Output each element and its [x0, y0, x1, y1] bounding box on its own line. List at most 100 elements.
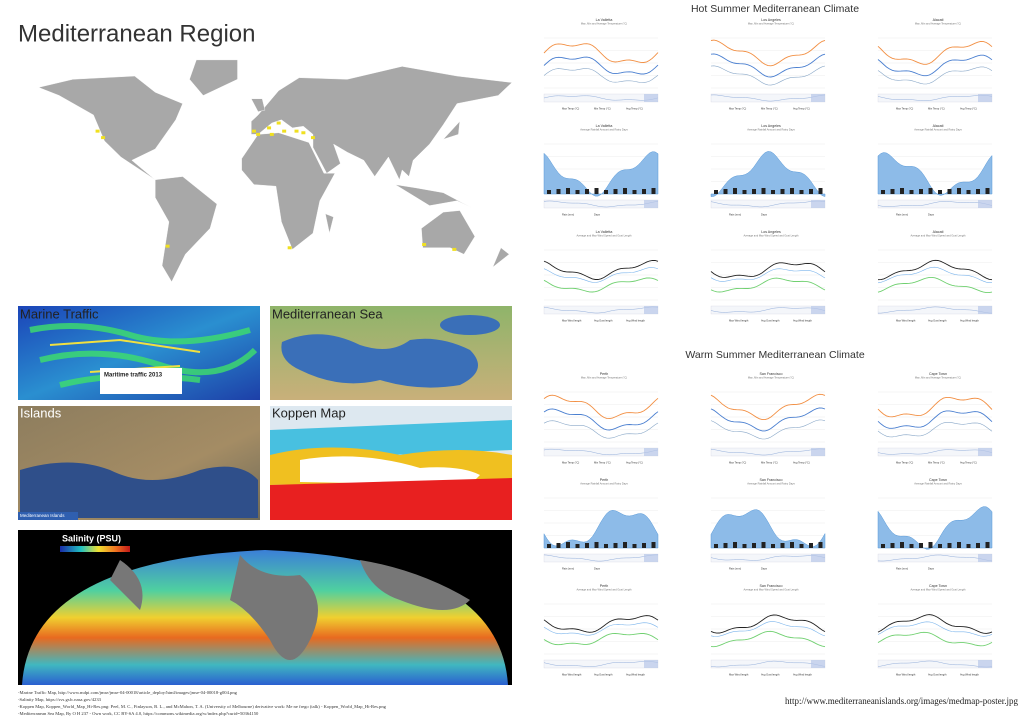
bar — [900, 542, 904, 548]
chart-title: Alacati — [933, 124, 944, 128]
chart-subtitle: Max, Min and Average Temperature (°C) — [748, 22, 794, 26]
legend-item: Max Temp (°C) — [562, 461, 579, 465]
bar — [547, 190, 551, 194]
navigator-line — [710, 200, 826, 208]
bar — [566, 542, 570, 548]
navigator-line — [710, 448, 826, 456]
bar — [604, 544, 608, 548]
line — [877, 396, 993, 418]
bar — [890, 543, 895, 548]
navigator — [877, 305, 993, 315]
climate-spot — [269, 132, 274, 136]
bar — [714, 544, 718, 548]
legend-item: Max Wind length — [562, 319, 582, 323]
land — [442, 120, 461, 140]
navigator-line — [877, 660, 993, 668]
legend-item: Max Wind length — [729, 319, 749, 323]
bar — [976, 189, 980, 194]
legend-item: Days — [761, 567, 768, 571]
legend-item: Avg Gust length — [928, 319, 947, 323]
navigator-handle — [978, 94, 992, 102]
line — [710, 268, 826, 282]
bar — [947, 189, 952, 194]
navigator-line — [877, 449, 993, 455]
navigator-handle — [811, 94, 825, 102]
bar — [761, 542, 766, 548]
bar — [966, 544, 971, 548]
climate-spot — [294, 129, 299, 133]
bar — [890, 189, 895, 194]
bar — [780, 189, 785, 194]
bar — [809, 189, 813, 194]
legend-item: Min Temp (°C) — [594, 107, 611, 111]
legend-item: Avg Temp (°C) — [793, 461, 810, 465]
sea-shape — [20, 462, 258, 518]
bar — [575, 190, 580, 194]
credit-line: -Koppen Map, Koppen_World_Map_Hi-Res.png… — [18, 704, 387, 710]
chart-subtitle: Average Rainfall Amount and Rainy Days — [580, 482, 628, 486]
bar — [632, 544, 637, 548]
line — [877, 266, 992, 284]
navigator-line — [543, 449, 659, 456]
navigator-line — [877, 554, 993, 562]
legend-item: Min Temp (°C) — [928, 107, 945, 111]
climate-spot — [452, 247, 457, 251]
bar — [742, 190, 747, 194]
area — [710, 509, 826, 549]
bar — [723, 189, 728, 194]
line — [543, 259, 659, 280]
navigator-handle — [978, 200, 992, 208]
panel-label: Mediterranean Sea — [272, 306, 383, 321]
line — [543, 43, 659, 63]
navigator-handle — [644, 306, 658, 314]
legend-item: Days — [594, 567, 601, 571]
chart-subtitle: Average Rainfall Amount and Rainy Days — [914, 482, 962, 486]
navigator — [877, 199, 993, 209]
climate-spot — [267, 126, 272, 130]
navigator — [877, 447, 993, 457]
bar — [919, 189, 923, 194]
bar — [585, 543, 589, 548]
legend-item: Avg Temp (°C) — [626, 461, 643, 465]
chart-title: San Francisco — [760, 584, 783, 588]
chart-title: Perth — [600, 584, 609, 588]
navigator-line — [543, 95, 659, 101]
legend-item: Min Temp (°C) — [761, 107, 778, 111]
navigator — [710, 553, 826, 563]
world-map — [37, 59, 513, 283]
navigator-handle — [978, 554, 992, 562]
legend-item: Max Temp (°C) — [896, 461, 913, 465]
line — [543, 394, 659, 420]
bar — [809, 543, 813, 548]
bar — [585, 189, 589, 194]
chart-subtitle: Average and Max Wind Speed and Gust Leng… — [910, 588, 966, 592]
chart-title: Alacati — [933, 230, 944, 234]
bar — [556, 189, 561, 194]
navigator — [543, 659, 659, 669]
line — [877, 410, 993, 429]
land — [189, 59, 238, 96]
panel-label: Koppen Map — [272, 405, 346, 420]
credits: -Marine Traffic Map, http://www.mdpi.com… — [18, 690, 387, 717]
chart-title: La Valletta — [596, 230, 613, 234]
chart-title: Los Angeles — [761, 230, 781, 234]
sea-shape — [440, 315, 500, 335]
climate-band — [270, 478, 512, 520]
land — [251, 66, 513, 181]
navigator-handle — [978, 660, 992, 668]
bar — [799, 190, 804, 194]
line — [543, 408, 659, 431]
legend-item: Max Wind length — [896, 319, 916, 323]
bar — [651, 188, 656, 194]
area — [877, 506, 993, 550]
legend-item: Avg Temp (°C) — [960, 461, 977, 465]
bar — [966, 190, 971, 194]
land — [110, 555, 470, 660]
section-title: Warm Summer Mediterranean Climate — [685, 349, 864, 361]
bar — [909, 544, 914, 548]
legend-item: Days — [928, 213, 935, 217]
climate-spot — [301, 131, 306, 135]
land — [154, 176, 218, 283]
bar — [714, 190, 718, 194]
